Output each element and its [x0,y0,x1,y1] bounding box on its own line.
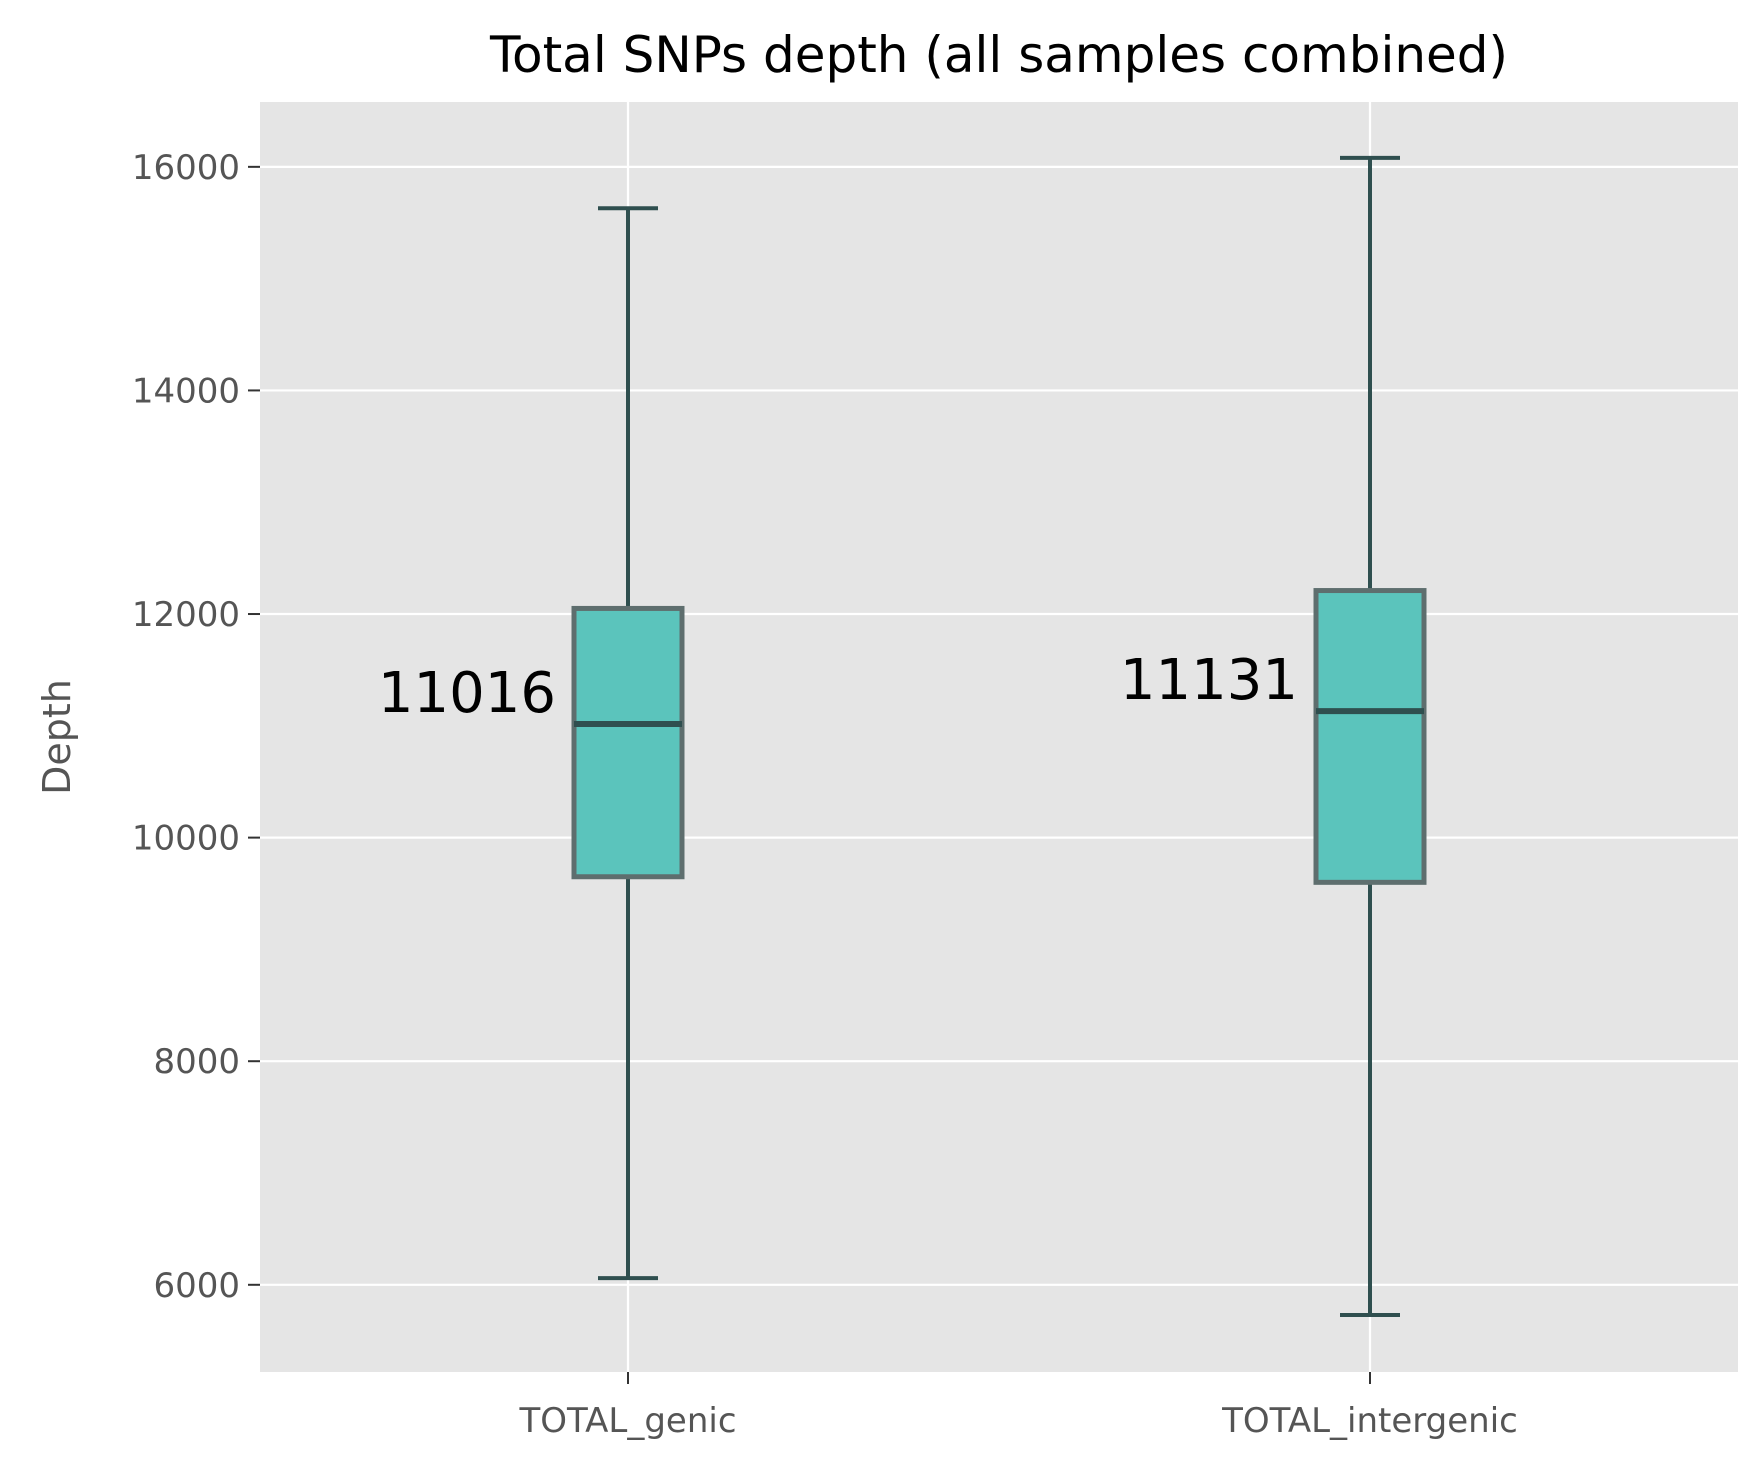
iqr-box [571,605,685,880]
y-tick-label: 12000 [132,595,240,635]
iqr-box [1313,588,1427,885]
chart-title: Total SNPs depth (all samples combined) [489,26,1508,84]
median-label: 11131 [1120,648,1298,713]
x-tick-label: TOTAL_genic [518,1401,736,1441]
box-plots: 11016 11131 [378,155,1427,1317]
y-tick-label: 14000 [132,371,240,411]
plot-area [260,102,1738,1372]
box-group: 11016 [378,206,685,1281]
y-tick-label: 16000 [132,148,240,188]
y-tick-label: 10000 [132,819,240,859]
axes: 6000 8000 10000 12000 14000 16000 TOTAL_genic T… [132,148,1518,1441]
y-tick-label: 8000 [153,1042,240,1082]
y-axis-label: Depth [35,679,79,795]
box-group: 11131 [1120,155,1427,1317]
median-label: 11016 [378,661,556,726]
y-tick-label: 6000 [153,1266,240,1306]
x-tick-label: TOTAL_intergenic [1221,1401,1518,1441]
